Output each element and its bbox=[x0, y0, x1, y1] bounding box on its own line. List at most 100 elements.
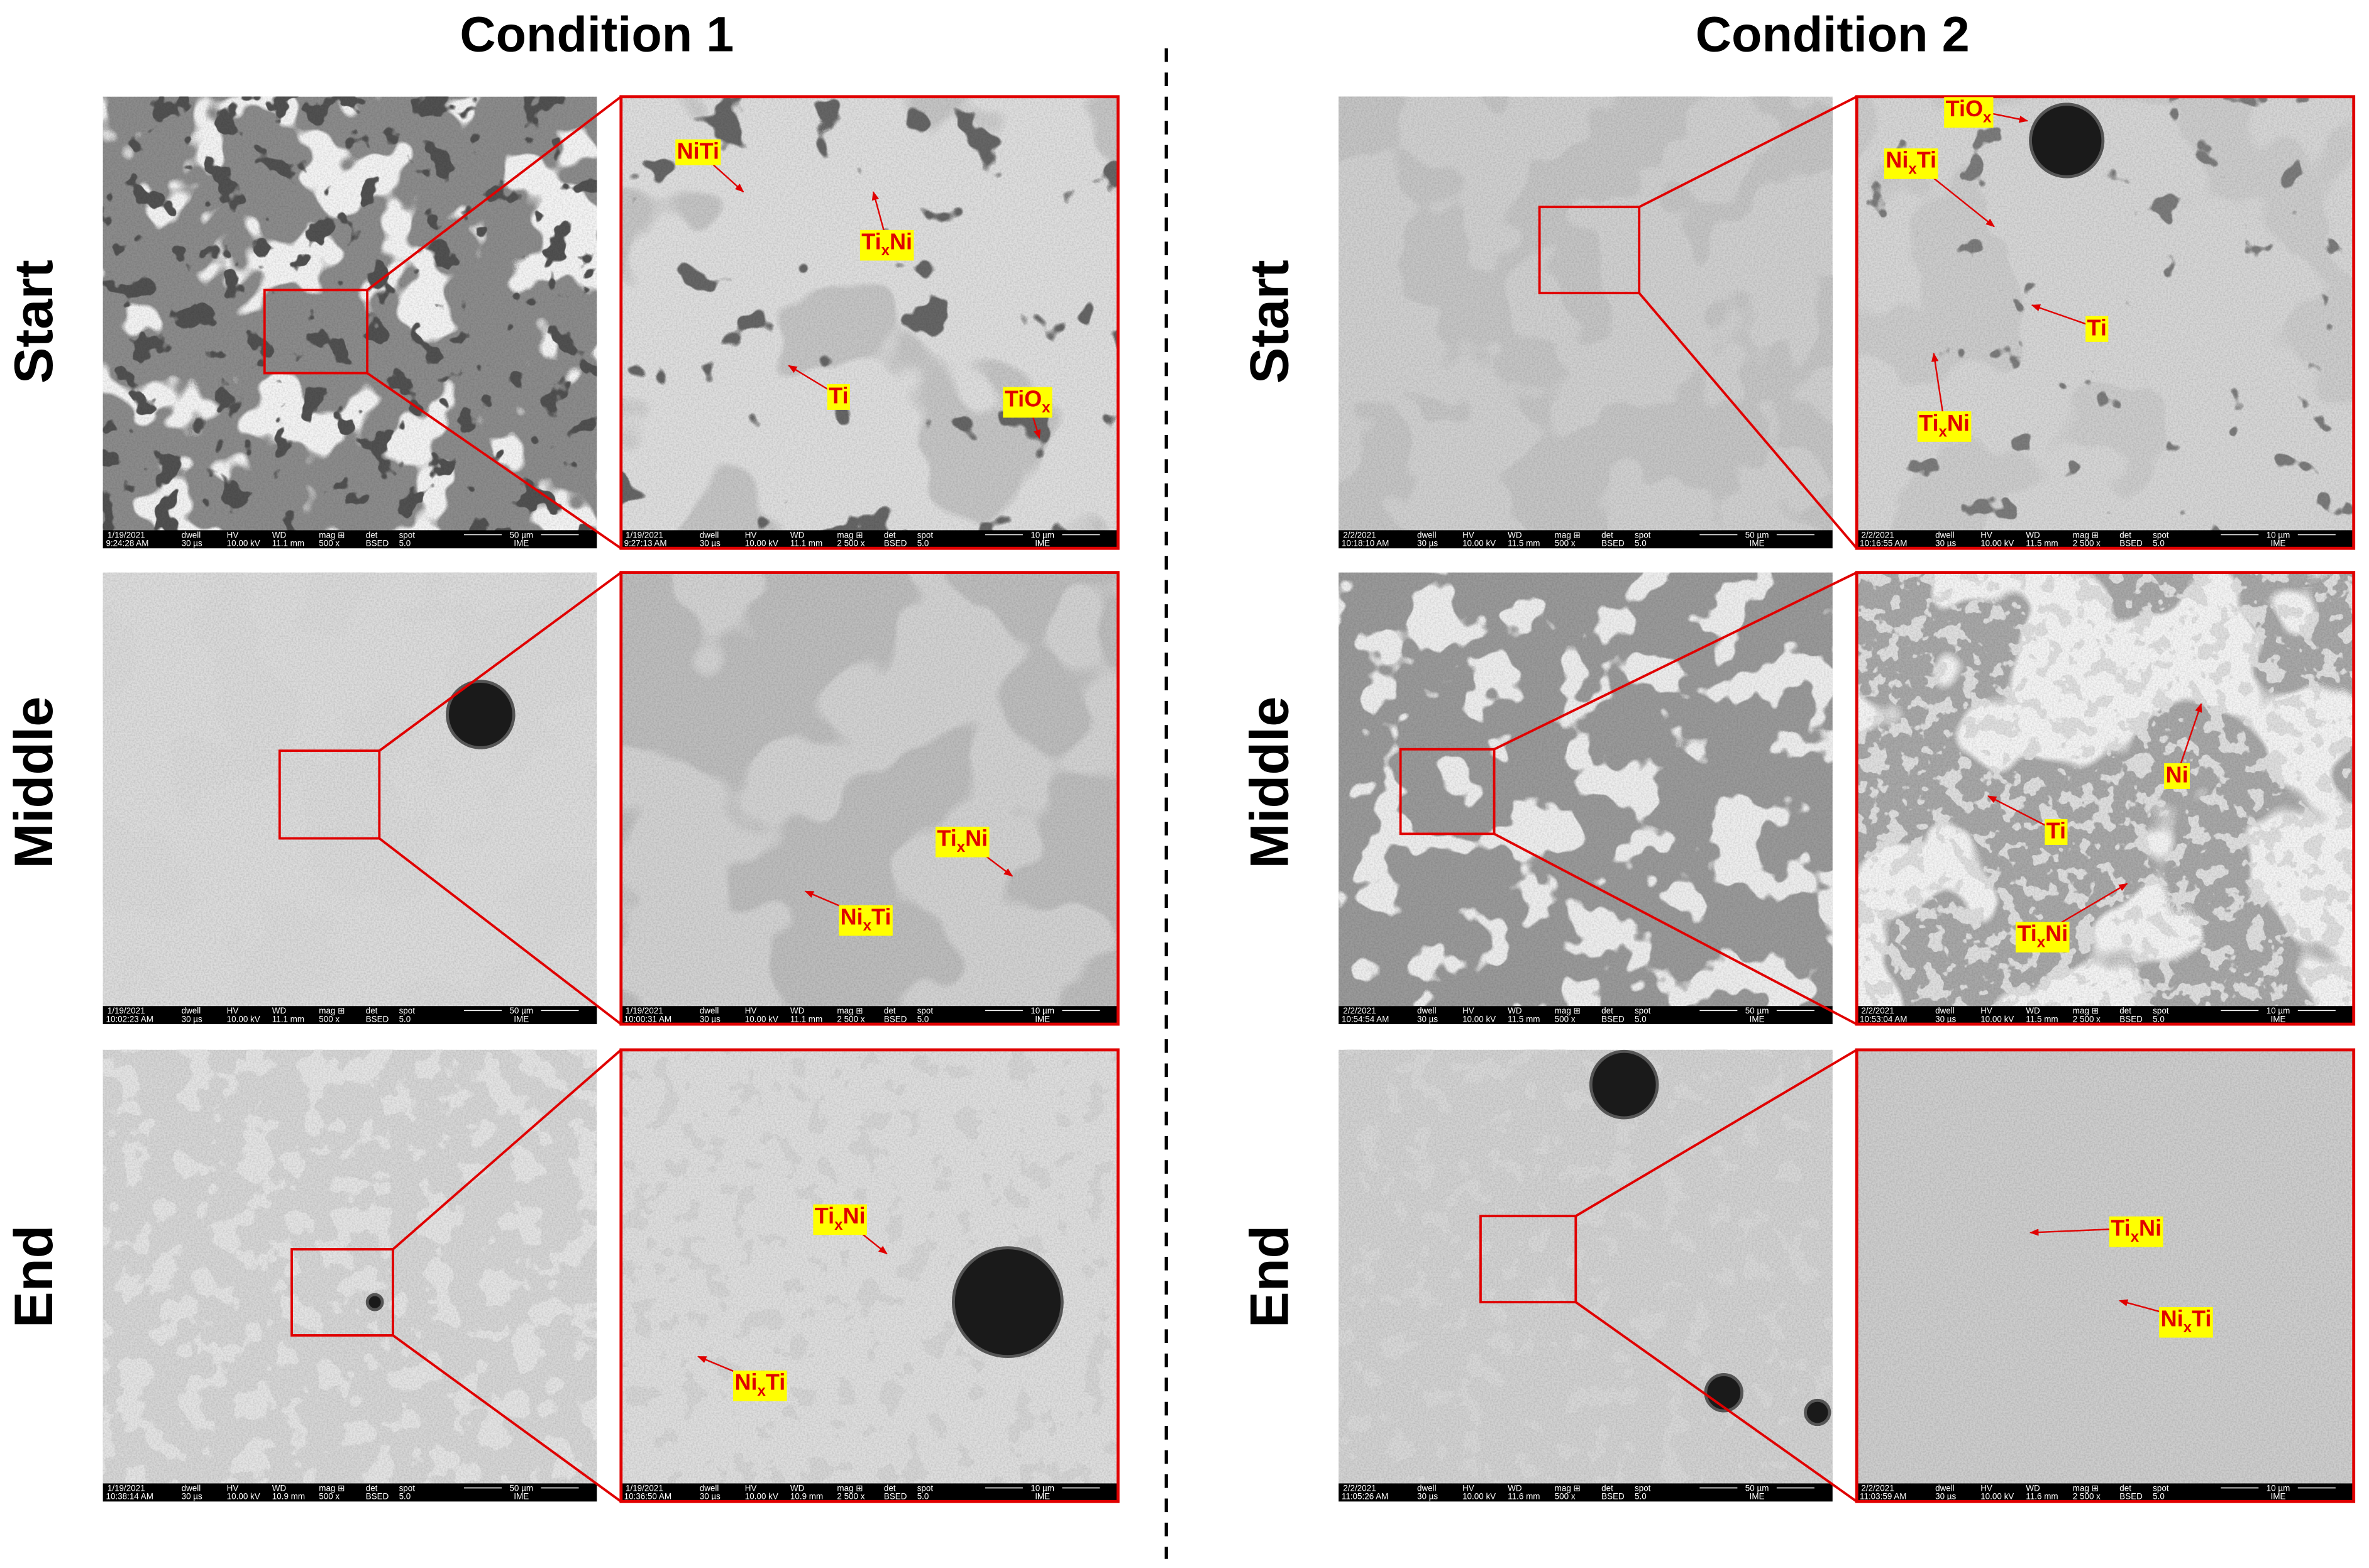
scale-label: 10 µm bbox=[2267, 1483, 2290, 1493]
info-text: 2/2/2021 bbox=[1861, 1006, 1894, 1015]
annotation-text: TiO bbox=[1946, 96, 1983, 121]
info-text: 2 500 x bbox=[2073, 1492, 2101, 1501]
annotation-text: NiTi bbox=[677, 138, 719, 163]
info-header: HV bbox=[745, 1483, 757, 1493]
row-label: Start bbox=[4, 260, 64, 384]
annotation-background bbox=[839, 905, 893, 936]
phase-annotation: NixTi bbox=[804, 890, 893, 936]
info-bar bbox=[102, 1483, 597, 1502]
info-text: 30 µs bbox=[182, 1492, 202, 1501]
info-text: 2/2/2021 bbox=[1861, 1483, 1894, 1493]
info-text: 10.00 kV bbox=[227, 539, 260, 548]
zoom-region bbox=[290, 1248, 394, 1337]
annotation-text: Ti bbox=[2087, 314, 2107, 340]
info-text: 10:53:04 AM bbox=[1860, 1014, 1907, 1024]
info-text: 500 x bbox=[319, 1014, 340, 1024]
info-text: 2 500 x bbox=[837, 539, 864, 548]
annotation-label: NixTi bbox=[841, 903, 892, 934]
info-header: HV bbox=[1462, 1483, 1474, 1493]
info-text: 10.9 mm bbox=[272, 1492, 305, 1501]
zoom-connector bbox=[1575, 1049, 1858, 1217]
info-header: mag ⊞ bbox=[2073, 1006, 2099, 1015]
annotation-background bbox=[2085, 316, 2109, 342]
info-bar bbox=[621, 1006, 1118, 1025]
condition-title: Condition 1 bbox=[460, 6, 734, 62]
zoom-connector bbox=[367, 372, 622, 549]
annotation-text: Ni bbox=[1947, 410, 1970, 436]
info-text: IME bbox=[1035, 539, 1050, 548]
annotation-text: Ti bbox=[2046, 817, 2066, 843]
zoom-connector bbox=[378, 837, 622, 1025]
info-text: 2/2/2021 bbox=[1343, 1483, 1376, 1493]
annotation-arrow bbox=[2176, 703, 2202, 775]
info-text: 2/2/2021 bbox=[1343, 530, 1376, 539]
info-text: 30 µs bbox=[1417, 1014, 1438, 1024]
info-header: dwell bbox=[182, 530, 201, 539]
info-header: spot bbox=[917, 1006, 934, 1015]
info-bar bbox=[1339, 530, 1833, 549]
info-header: WD bbox=[790, 530, 805, 539]
annotation-label: TixNi bbox=[2111, 1215, 2162, 1245]
annotation-subscript: x bbox=[1042, 399, 1051, 416]
row-label: End bbox=[1240, 1225, 1300, 1328]
info-header: spot bbox=[399, 530, 416, 539]
annotation-text: Ni bbox=[2166, 762, 2189, 788]
scale-label: 10 µm bbox=[1030, 1483, 1054, 1493]
scale-label: 50 µm bbox=[509, 1483, 533, 1493]
info-text: 1/19/2021 bbox=[626, 1006, 663, 1015]
zoom-border bbox=[1855, 1048, 2356, 1503]
info-header: spot bbox=[1635, 530, 1651, 539]
info-header: mag ⊞ bbox=[319, 1483, 345, 1493]
info-header: WD bbox=[1508, 530, 1522, 539]
annotation-background bbox=[1917, 411, 1972, 442]
info-text: 10:36:50 AM bbox=[624, 1492, 671, 1501]
info-header: dwell bbox=[1935, 530, 1955, 539]
info-header: HV bbox=[1980, 1006, 1992, 1015]
info-text: 11.5 mm bbox=[2026, 539, 2058, 548]
annotation-text: Ti bbox=[815, 1203, 834, 1228]
pore bbox=[446, 680, 516, 749]
info-header: HV bbox=[1462, 530, 1474, 539]
annotation-text: Ni bbox=[843, 1203, 866, 1228]
annotation-background bbox=[2109, 1216, 2163, 1247]
info-text: BSED bbox=[366, 1492, 389, 1501]
scale-label: 50 µm bbox=[509, 1006, 533, 1015]
info-header: det bbox=[1601, 530, 1613, 539]
condition-title: Condition 2 bbox=[1696, 6, 1970, 62]
info-text: 5.0 bbox=[2153, 1014, 2165, 1024]
info-text: 10.00 kV bbox=[745, 1014, 778, 1024]
info-header: spot bbox=[399, 1006, 416, 1015]
annotation-text: Ti bbox=[766, 1369, 785, 1394]
info-bar bbox=[621, 1483, 1118, 1502]
info-header: spot bbox=[917, 1483, 934, 1493]
info-text: 5.0 bbox=[2153, 539, 2165, 548]
info-header: WD bbox=[272, 1483, 287, 1493]
info-text: IME bbox=[1035, 1492, 1050, 1501]
info-header: spot bbox=[2153, 1006, 2169, 1015]
info-text: 10.00 kV bbox=[745, 1492, 778, 1501]
zoom-region bbox=[278, 749, 381, 840]
info-header: HV bbox=[1980, 1483, 1992, 1493]
info-text: 500 x bbox=[1555, 1014, 1576, 1024]
info-header: mag ⊞ bbox=[319, 1006, 345, 1015]
info-text: 10:16:55 AM bbox=[1860, 539, 1907, 548]
annotation-text: Ti bbox=[1917, 147, 1936, 173]
annotation-background bbox=[733, 1370, 787, 1401]
info-header: mag ⊞ bbox=[837, 1483, 863, 1493]
annotation-text: Ti bbox=[937, 825, 956, 851]
zoom-border bbox=[1855, 95, 2356, 550]
info-text: 11.5 mm bbox=[1508, 539, 1540, 548]
pore bbox=[1804, 1398, 1831, 1427]
info-header: det bbox=[884, 1483, 896, 1493]
info-text: 500 x bbox=[1555, 539, 1576, 548]
info-header: det bbox=[884, 530, 896, 539]
info-text: 2/2/2021 bbox=[1343, 1006, 1376, 1015]
info-text: 11.5 mm bbox=[1508, 1014, 1540, 1024]
pore bbox=[951, 1246, 1064, 1359]
info-header: det bbox=[2119, 1006, 2131, 1015]
info-text: 11.6 mm bbox=[1508, 1492, 1540, 1501]
phase-annotation: Ti bbox=[1987, 795, 2068, 845]
annotation-text: Ti bbox=[2111, 1215, 2130, 1240]
